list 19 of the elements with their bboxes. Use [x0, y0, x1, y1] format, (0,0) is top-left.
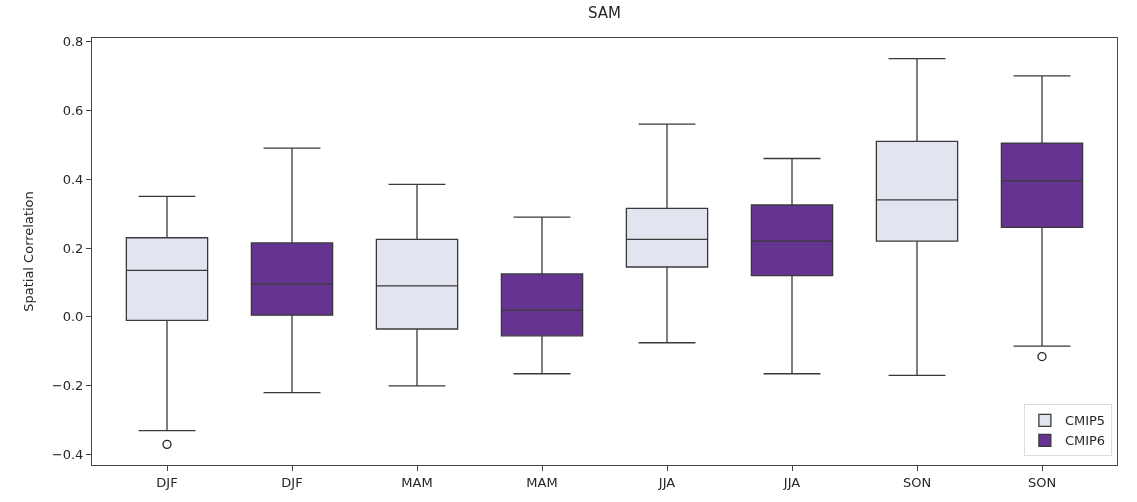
x-tick-label: JJA [782, 474, 801, 490]
x-tick-label: JJA [657, 474, 676, 490]
x-tick-label: DJF [281, 474, 303, 490]
y-tick-label: −0.4 [51, 447, 84, 463]
x-tick-label: SON [902, 474, 932, 490]
legend-label: CMIP6 [1064, 433, 1106, 449]
y-tick-label: 0.8 [62, 33, 84, 49]
y-tick-label: 0.4 [62, 171, 84, 187]
legend-label: CMIP5 [1064, 413, 1106, 429]
y-tick-label: 0.2 [62, 240, 84, 256]
x-tick-label: SON [1027, 474, 1057, 490]
x-tick-label: MAM [401, 474, 433, 490]
x-tick-label: MAM [526, 474, 558, 490]
y-tick-label: −0.2 [51, 378, 84, 394]
y-axis-title: Spatial Correlation [20, 191, 36, 312]
y-tick-label: 0.6 [62, 102, 84, 118]
y-tick-label: 0.0 [62, 309, 84, 325]
x-tick-label: DJF [156, 474, 178, 490]
chart-title: SAM [587, 4, 622, 23]
